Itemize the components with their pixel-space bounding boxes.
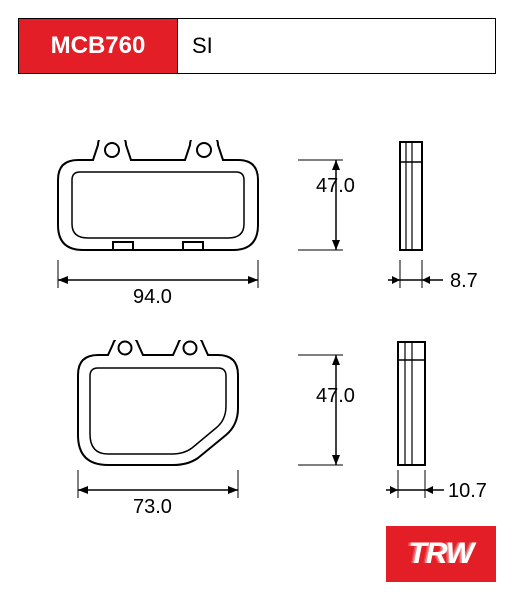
dim-top-thickness-label: 8.7 — [450, 270, 478, 293]
variant-text: SI — [192, 33, 213, 59]
part-number-box: MCB760 — [18, 18, 178, 74]
pad-bottom-front — [58, 340, 258, 470]
dim-top-width-label: 94.0 — [133, 286, 172, 309]
dim-bottom-height-label: 47.0 — [316, 385, 355, 408]
pad-top-side — [398, 140, 438, 260]
diagram-area: 47.0 94.0 8.7 47.0 — [18, 90, 496, 570]
variant-box: SI — [178, 18, 496, 74]
pad-top-front — [38, 140, 278, 260]
header-bar: MCB760 SI — [18, 18, 496, 74]
dim-top-height-label: 47.0 — [316, 175, 355, 198]
pad-bottom-side — [396, 340, 440, 470]
dim-top-height — [298, 140, 358, 260]
part-number-text: MCB760 — [51, 32, 146, 60]
brand-logo-text: TRW — [409, 537, 474, 571]
dim-bottom-width-label: 73.0 — [133, 496, 172, 519]
brand-logo: TRW — [386, 526, 496, 582]
dim-bottom-thickness-label: 10.7 — [448, 480, 487, 503]
